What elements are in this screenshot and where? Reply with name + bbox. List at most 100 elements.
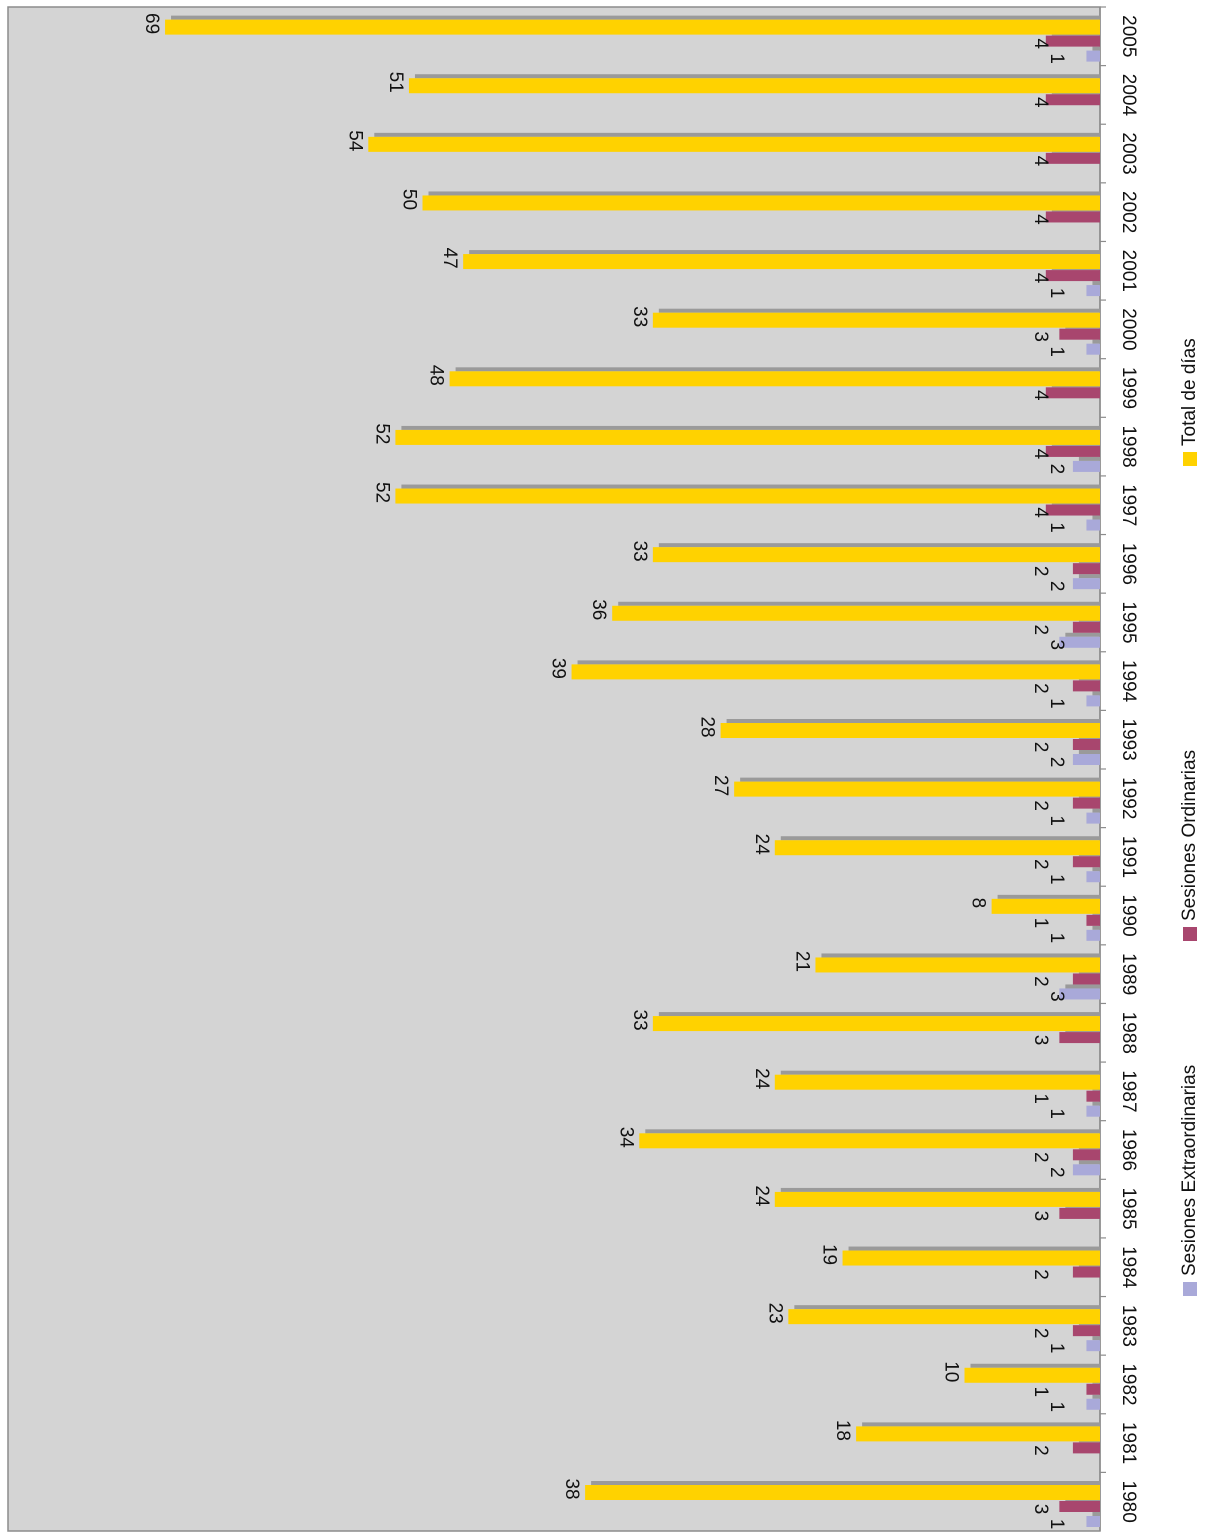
- bar-sesiones-extraordinarias-2000: [1086, 343, 1100, 355]
- data-label-0-1996: 2: [1046, 581, 1067, 592]
- bar-total-de-días-1983: [788, 1309, 1100, 1325]
- data-label-2-1993: 28: [697, 716, 718, 737]
- bar-shadow-2-2003: [374, 132, 1100, 137]
- tick-label-1990: 1990: [1118, 894, 1139, 936]
- data-label-1-1980: 3: [1030, 1504, 1051, 1515]
- bar-sesiones-extraordinarias-2005: [1086, 50, 1100, 62]
- bar-total-de-días-2005: [165, 19, 1101, 35]
- bar-total-de-días-1980: [585, 1485, 1100, 1500]
- data-label-0-1995: 3: [1046, 639, 1067, 650]
- bar-sesiones-ordinarias-1980: [1059, 1501, 1100, 1512]
- bar-total-de-días-1988: [652, 1016, 1100, 1032]
- data-label-0-1989: 3: [1046, 991, 1067, 1002]
- bar-sesiones-ordinarias-1999: [1045, 387, 1100, 399]
- data-label-0-2001: 1: [1046, 288, 1067, 299]
- data-label-1-1992: 2: [1030, 800, 1051, 811]
- tick-label-1985: 1985: [1118, 1187, 1139, 1229]
- bar-shadow-2-1989: [821, 953, 1100, 958]
- bar-shadow-2-2005: [171, 15, 1101, 20]
- data-label-0-1983: 1: [1046, 1343, 1067, 1354]
- tick-label-1995: 1995: [1118, 601, 1139, 643]
- tick-label-1999: 1999: [1118, 367, 1139, 409]
- bar-total-de-días-1987: [774, 1074, 1100, 1090]
- data-label-2-1998: 52: [371, 423, 392, 444]
- bar-sesiones-ordinarias-1997: [1045, 504, 1100, 516]
- bar-total-de-días-1989: [815, 957, 1100, 973]
- bar-total-de-días-2000: [652, 312, 1100, 328]
- bar-total-de-días-1995: [612, 605, 1100, 621]
- data-label-1-1993: 2: [1030, 742, 1051, 753]
- bar-shadow-2-1985: [780, 1187, 1100, 1192]
- bar-total-de-días-2003: [368, 136, 1100, 152]
- bar-total-de-días-2002: [422, 195, 1100, 211]
- data-label-1-1990: 1: [1030, 918, 1051, 929]
- bar-total-de-días-1985: [774, 1191, 1100, 1207]
- bar-sesiones-ordinarias-1993: [1072, 739, 1100, 750]
- bar-shadow-2-1988: [658, 1012, 1100, 1017]
- bar-sesiones-ordinarias-2004: [1045, 94, 1100, 106]
- data-label-2-1987: 24: [751, 1068, 772, 1090]
- tick-label-2004: 2004: [1118, 74, 1139, 117]
- data-label-0-1980: 1: [1046, 1519, 1067, 1530]
- data-label-1-1996: 2: [1030, 566, 1051, 577]
- bar-total-de-días-1991: [774, 840, 1100, 856]
- tick-label-1993: 1993: [1118, 719, 1139, 761]
- bar-sesiones-extraordinarias-1989: [1059, 988, 1100, 1000]
- bar-sesiones-ordinarias-1982: [1086, 1383, 1100, 1395]
- bar-shadow-0-2001: [1092, 281, 1100, 286]
- tick-label-1987: 1987: [1118, 1070, 1139, 1112]
- data-label-1-1995: 2: [1030, 624, 1051, 635]
- data-label-2-1982: 10: [940, 1361, 961, 1382]
- legend: Sesiones Extraordinarias Sesiones Ordinar…: [1179, 338, 1200, 1296]
- bar-shadow-0-1997: [1092, 515, 1100, 520]
- data-label-2-1986: 34: [615, 1127, 636, 1149]
- data-label-0-1987: 1: [1046, 1108, 1067, 1119]
- tick-label-1996: 1996: [1118, 543, 1139, 585]
- bar-shadow-2-2001: [469, 250, 1100, 255]
- bar-shadow-0-1983: [1092, 1336, 1100, 1341]
- data-label-2-1983: 23: [764, 1303, 785, 1324]
- bar-sesiones-extraordinarias-1997: [1086, 519, 1100, 531]
- bar-sesiones-ordinarias-1991: [1072, 856, 1100, 868]
- bar-sesiones-ordinarias-2001: [1045, 270, 1100, 282]
- data-label-2-2003: 54: [344, 130, 365, 152]
- bar-total-de-días-2004: [408, 78, 1100, 94]
- data-label-1-2003: 4: [1030, 156, 1051, 167]
- data-label-1-1989: 2: [1030, 976, 1051, 987]
- data-label-2-1984: 19: [819, 1244, 840, 1265]
- bar-shadow-2-2002: [428, 191, 1100, 196]
- bar-sesiones-ordinarias-1987: [1086, 1090, 1100, 1102]
- bar-shadow-2-1992: [740, 777, 1100, 782]
- data-label-1-2002: 4: [1030, 214, 1051, 225]
- tick-label-2001: 2001: [1118, 250, 1139, 292]
- bar-shadow-0-1995: [1065, 632, 1100, 637]
- bar-total-de-días-1990: [991, 898, 1100, 914]
- bar-sesiones-extraordinarias-1987: [1086, 1105, 1100, 1117]
- tick-label-1989: 1989: [1118, 953, 1139, 995]
- data-label-0-1990: 1: [1046, 933, 1067, 944]
- bar-shadow-0-1994: [1092, 691, 1100, 696]
- bar-sesiones-ordinarias-1994: [1072, 680, 1100, 692]
- data-label-1-1997: 4: [1030, 507, 1051, 518]
- data-label-0-1993: 2: [1046, 757, 1067, 768]
- data-label-2-2001: 47: [439, 248, 460, 269]
- bar-shadow-2-1990: [997, 894, 1100, 899]
- bar-sesiones-ordinarias-1990: [1086, 914, 1100, 926]
- bar-shadow-0-1993: [1078, 750, 1100, 754]
- bar-sesiones-extraordinarias-1986: [1072, 1164, 1100, 1176]
- tick-label-2002: 2002: [1118, 191, 1139, 233]
- tick-label-1992: 1992: [1118, 777, 1139, 819]
- data-label-1-2001: 4: [1030, 273, 1051, 284]
- bar-shadow-0-1987: [1092, 1101, 1100, 1106]
- data-label-0-1998: 2: [1046, 464, 1067, 475]
- bar-sesiones-ordinarias-1983: [1072, 1325, 1100, 1337]
- bar-sesiones-ordinarias-2002: [1045, 211, 1100, 223]
- data-label-0-2005: 1: [1046, 53, 1067, 64]
- bar-sesiones-ordinarias-1996: [1072, 563, 1100, 575]
- bar-total-de-días-1992: [734, 781, 1100, 797]
- legend-swatch-1: [1183, 927, 1197, 941]
- bar-sesiones-ordinarias-1985: [1059, 1207, 1100, 1219]
- tick-label-1982: 1982: [1118, 1363, 1139, 1405]
